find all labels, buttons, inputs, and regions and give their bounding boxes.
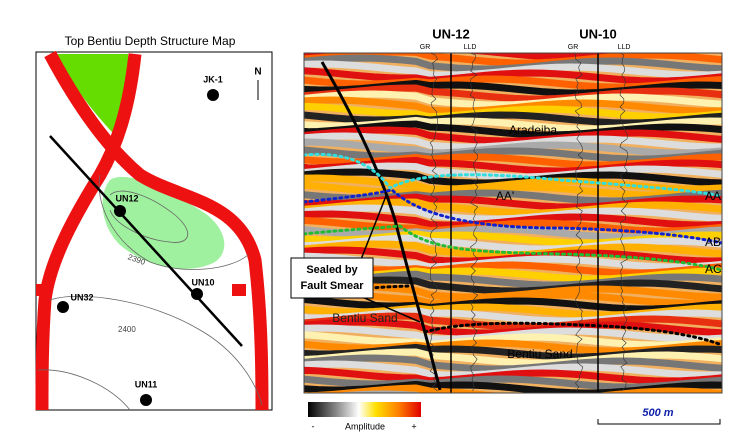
formation-label: Aradeiba [509,123,557,137]
contour [98,174,249,270]
well [57,301,69,313]
horizon-aa [304,152,722,198]
formation-label: Bentiu Sand [332,311,397,325]
well [114,205,126,217]
well [140,394,152,406]
log-name: GR [420,44,431,51]
contour [37,369,131,411]
section-frame [303,52,723,394]
horizon-bentiu [423,321,722,347]
fault [320,61,442,391]
well-label: UN32 [70,292,93,302]
callout-arrow [359,295,421,323]
reflector [304,126,722,145]
well-label: UN10 [191,277,214,287]
well-label: UN12 [115,193,138,203]
reflector [304,331,722,349]
log-trace [469,53,479,392]
callout-arrow [359,195,387,263]
contour [49,295,263,406]
section-line [49,135,243,347]
reflector [304,138,722,157]
well-label: UN11 [135,379,158,389]
formation-label: Bentiu Sand [507,347,572,361]
colorbar [308,402,421,417]
log-trace [574,53,584,392]
north-label: N [254,67,261,78]
well-name: UN-12 [432,26,470,41]
reflector [304,198,722,217]
log-name: GR [568,44,579,51]
reflector [304,67,722,85]
well-label: JK-1 [203,74,223,84]
map-title: Top Bentiu Depth Structure Map [65,34,236,48]
colorbar-max: + [411,421,416,431]
callout-text: Fault Smear [301,280,365,292]
scale-bar [597,419,721,425]
well [191,288,203,300]
formation-label: AA' [496,189,514,203]
well-name: UN-10 [579,26,617,41]
horizon-label: AB [705,235,721,249]
reflector [304,296,722,313]
reflector [304,53,722,67]
log-trace [619,53,629,392]
well [207,89,219,101]
callout-text: Sealed by [306,264,358,276]
reflector [304,348,722,367]
overlay [304,53,722,393]
colorbar-title: Amplitude [345,421,385,431]
reflector [304,312,722,331]
horizon-label: AA [705,189,721,203]
log-trace [429,53,439,392]
reflector [304,366,722,385]
scale-label: 500 m [642,407,673,419]
horizon-label: AC [705,262,722,276]
reflector [304,216,722,235]
map: 2390 2400 N JK-1 UN12 UN10 UN32 UN11 [35,50,273,411]
horizon-ac [304,224,722,272]
road [35,53,142,411]
contour-label: 2400 [118,325,136,334]
reflector [304,102,722,121]
road-tab [232,284,246,296]
callout-box [290,257,374,299]
green-area [55,54,129,135]
log-name: LLD [618,44,631,51]
road-tab [36,284,50,296]
colorbar-min: - [312,421,315,431]
callout: Sealed by Fault Smear [290,195,421,323]
reflector [304,181,722,199]
road [44,50,269,411]
horizon-ab [304,188,722,245]
log-name: LLD [464,44,477,51]
contour [109,190,188,243]
reflector [304,240,722,259]
closure-area [102,176,225,269]
